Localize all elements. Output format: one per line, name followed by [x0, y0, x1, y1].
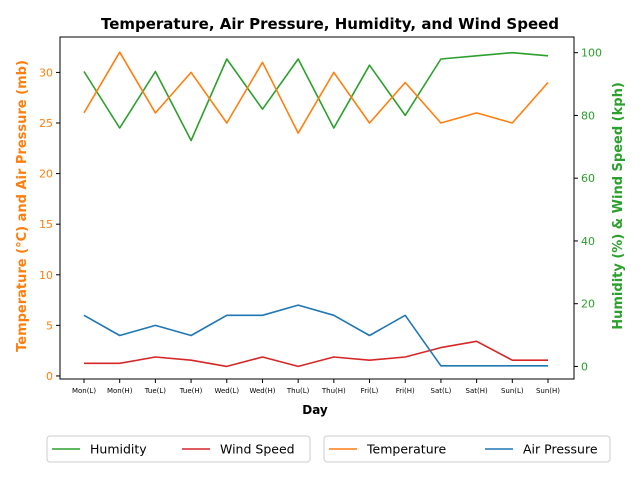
x-tick-label: Mon(L): [72, 387, 96, 395]
y-left-tick-label: 25: [39, 117, 53, 130]
x-tick-label: Sun(L): [501, 387, 524, 395]
legend-box: [323, 435, 611, 463]
x-tick-label: Fri(L): [361, 387, 379, 395]
plot-area: 0 5 10 15 20 25 30 0 20 40 60 80 100 Mon(L) Mon(H) Tue(…: [39, 36, 602, 395]
y-axis-left-label: Temperature (°C) and Air Pressure (mb): [15, 60, 30, 352]
x-tick-label: Tue(H): [179, 387, 203, 395]
x-tick-label: Sat(H): [466, 387, 488, 395]
y-left-tick-label: 0: [46, 370, 53, 383]
y-right-tick-label: 80: [581, 109, 595, 122]
y-right-tick-label: 60: [581, 172, 595, 185]
y-right-tick-label: 0: [581, 360, 588, 373]
x-tick-label: Thu(H): [321, 387, 346, 395]
legend: Humidity Wind Speed Temperature Air Pressur…: [46, 435, 611, 463]
y-left-tick-label: 5: [46, 319, 53, 332]
series-line-humidity: [83, 51, 549, 142]
y-left-tick-label: 15: [39, 218, 53, 231]
x-tick-label: Sun(H): [536, 387, 560, 395]
y-right-tick-label: 20: [581, 298, 595, 311]
x-tick-label: Thu(L): [286, 387, 310, 395]
x-tick-label: Wed(L): [214, 387, 239, 395]
legend-label-air-pressure: Air Pressure: [523, 442, 598, 457]
y-left-tick-label: 10: [39, 269, 53, 282]
chart-title: Temperature, Air Pressure, Humidity, and…: [101, 15, 559, 33]
series-line-temperature: [83, 51, 549, 134]
series-line-wind-speed: [84, 340, 548, 368]
y-left-tick-label: 30: [39, 66, 53, 79]
x-axis-label: Day: [302, 403, 328, 417]
plot-frame: [59, 36, 575, 380]
y-right-tick-label: 100: [581, 47, 602, 60]
legend-label-wind-speed: Wind Speed: [220, 442, 295, 457]
y-axis-right-label: Humidity (%) & Wind Speed (kph): [611, 82, 626, 330]
y-left-tick-label: 20: [39, 168, 53, 181]
x-tick-label: Sat(L): [431, 387, 452, 395]
series-line-air-pressure: [83, 304, 548, 367]
legend-box: [46, 435, 311, 463]
x-tick-label: Mon(H): [107, 387, 133, 395]
x-tick-label: Wed(H): [249, 387, 275, 395]
legend-label-humidity: Humidity: [90, 442, 147, 457]
x-tick-label: Fri(H): [396, 387, 415, 395]
legend-label-temperature: Temperature: [366, 442, 446, 457]
x-tick-label: Tue(L): [144, 387, 167, 395]
y-right-tick-label: 40: [581, 235, 595, 248]
